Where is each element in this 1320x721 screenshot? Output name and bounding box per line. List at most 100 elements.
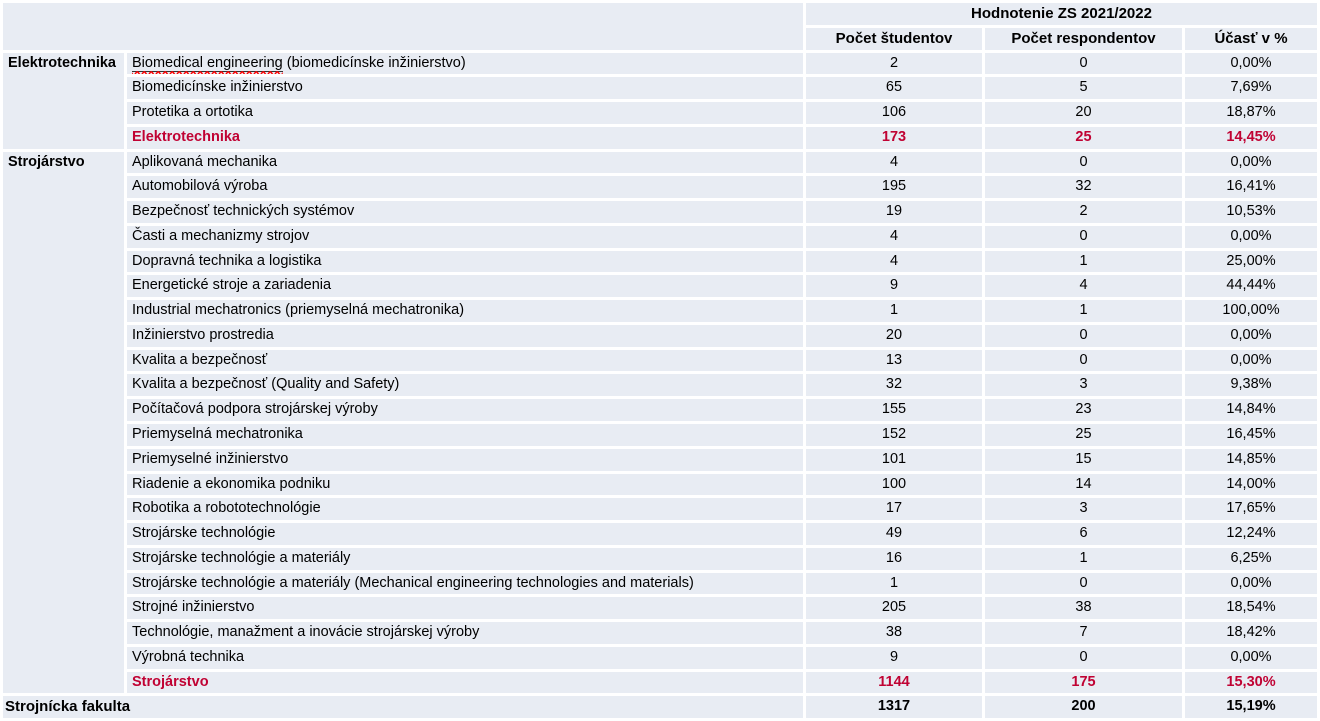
- program-label: Energetické stroje a zariadenia: [127, 275, 803, 298]
- students-value: 32: [806, 374, 982, 397]
- program-label: Priemyselná mechatronika: [127, 424, 803, 446]
- participation-value: 18,87%: [1185, 102, 1318, 124]
- students-value: 4: [806, 225, 982, 248]
- students-value: 9: [806, 646, 982, 669]
- program-label: Priemyselné inžinierstvo: [127, 448, 803, 471]
- participation-value: 0,00%: [1185, 572, 1318, 595]
- respondents-value: 7: [985, 622, 1182, 644]
- participation-total-value: 15,19%: [1185, 696, 1318, 719]
- participation-value: 0,00%: [1185, 151, 1318, 174]
- students-value: 16: [806, 547, 982, 570]
- students-value: 17: [806, 498, 982, 521]
- table-row: Výrobná technika 9 0 0,00%: [3, 646, 1318, 669]
- respondents-group-total-value: 175: [985, 671, 1182, 694]
- respondents-value: 0: [985, 349, 1182, 372]
- program-label: Inžinierstvo prostredia: [127, 324, 803, 347]
- table-row: Dopravná technika a logistika 4 1 25,00%: [3, 250, 1318, 273]
- program-label: Industrial mechatronics (priemyselná mec…: [127, 300, 803, 322]
- respondents-value: 25: [985, 424, 1182, 446]
- program-label: Strojárske technológie a materiály (Mech…: [127, 572, 803, 595]
- respondents-value: 1: [985, 547, 1182, 570]
- table-row: Priemyselná mechatronika 152 25 16,45%: [3, 424, 1318, 446]
- table-row: Časti a mechanizmy strojov 4 0 0,00%: [3, 225, 1318, 248]
- participation-value: 14,00%: [1185, 473, 1318, 496]
- header-row-title: Hodnotenie ZS 2021/2022: [3, 3, 1318, 50]
- respondents-value: 5: [985, 77, 1182, 100]
- participation-value: 16,41%: [1185, 176, 1318, 199]
- column-header-respondents: Počet respondentov: [985, 27, 1182, 50]
- respondents-value: 6: [985, 523, 1182, 545]
- participation-value: 9,38%: [1185, 374, 1318, 397]
- group-total-row: Elektrotechnika 173 25 14,45%: [3, 126, 1318, 149]
- respondents-total-value: 200: [985, 696, 1182, 719]
- students-value: 4: [806, 250, 982, 273]
- table-row: Strojné inžinierstvo 205 38 18,54%: [3, 597, 1318, 620]
- participation-value: 7,69%: [1185, 77, 1318, 100]
- table-row: Kvalita a bezpečnosť (Quality and Safety…: [3, 374, 1318, 397]
- table-row: Strojárske technológie a materiály 16 1 6,2…: [3, 547, 1318, 570]
- respondents-value: 32: [985, 176, 1182, 199]
- participation-value: 0,00%: [1185, 349, 1318, 372]
- respondents-value: 2: [985, 201, 1182, 223]
- program-label: Aplikovaná mechanika: [127, 151, 803, 174]
- table-row: Energetické stroje a zariadenia 9 4 44,44%: [3, 275, 1318, 298]
- students-value: 205: [806, 597, 982, 620]
- table-row: Biomedicínske inžinierstvo 65 5 7,69%: [3, 77, 1318, 100]
- participation-group-total-value: 15,30%: [1185, 671, 1318, 694]
- program-label: Biomedical engineering (biomedicínske in…: [127, 52, 803, 75]
- respondents-group-total-value: 25: [985, 126, 1182, 149]
- respondents-value: 1: [985, 300, 1182, 322]
- respondents-value: 3: [985, 498, 1182, 521]
- table-row: Automobilová výroba 195 32 16,41%: [3, 176, 1318, 199]
- respondents-value: 15: [985, 448, 1182, 471]
- respondents-value: 0: [985, 52, 1182, 75]
- students-value: 49: [806, 523, 982, 545]
- respondents-value: 1: [985, 250, 1182, 273]
- students-group-total-value: 1144: [806, 671, 982, 694]
- group-total-row: Strojárstvo 1144 175 15,30%: [3, 671, 1318, 694]
- program-label-rest: (biomedicínske inžinierstvo): [282, 54, 466, 71]
- table-row: Elektrotechnika Biomedical engineering (b…: [3, 52, 1318, 149]
- participation-value: 18,42%: [1185, 622, 1318, 644]
- program-label: Automobilová výroba: [127, 176, 803, 199]
- participation-group-total-value: 14,45%: [1185, 126, 1318, 149]
- program-label: Protetika a ortotika: [127, 102, 803, 124]
- column-header-participation: Účasť v %: [1185, 27, 1318, 50]
- program-label: Technológie, manažment a inovácie strojá…: [127, 622, 803, 644]
- underlined-text: Biomedical engineering: [132, 54, 283, 72]
- table-title: Hodnotenie ZS 2021/2022: [806, 3, 1318, 25]
- table-header: Hodnotenie ZS 2021/2022 Počet študentov …: [3, 3, 1318, 50]
- program-label: Biomedicínske inžinierstvo: [127, 77, 803, 100]
- spellcheck-underline-text: Biomedical engineering: [132, 54, 283, 71]
- table-row: Kvalita a bezpečnosť 13 0 0,00%: [3, 349, 1318, 372]
- program-label: Kvalita a bezpečnosť: [127, 349, 803, 372]
- program-label: Počítačová podpora strojárskej výroby: [127, 399, 803, 422]
- students-value: 1: [806, 300, 982, 322]
- students-total-value: 1317: [806, 696, 982, 719]
- participation-value: 16,45%: [1185, 424, 1318, 446]
- program-label: Kvalita a bezpečnosť (Quality and Safety…: [127, 374, 803, 397]
- students-value: 1: [806, 572, 982, 595]
- students-value: 152: [806, 424, 982, 446]
- students-value: 13: [806, 349, 982, 372]
- table-row: Strojárske technológie 49 6 12,24%: [3, 523, 1318, 545]
- participation-value: 17,65%: [1185, 498, 1318, 521]
- students-value: 65: [806, 77, 982, 100]
- respondents-value: 0: [985, 225, 1182, 248]
- table-row: Protetika a ortotika 106 20 18,87%: [3, 102, 1318, 124]
- table-row: Priemyselné inžinierstvo 101 15 14,85%: [3, 448, 1318, 471]
- participation-value: 0,00%: [1185, 225, 1318, 248]
- participation-value: 0,00%: [1185, 324, 1318, 347]
- respondents-value: 4: [985, 275, 1182, 298]
- header-corner-cell: [3, 3, 803, 50]
- participation-value: 0,00%: [1185, 52, 1318, 75]
- group-label: Elektrotechnika: [3, 52, 124, 149]
- header-row-columns: Počet študentov Počet respondentov Účasť…: [3, 27, 1318, 50]
- table-row: Počítačová podpora strojárskej výroby 155…: [3, 399, 1318, 422]
- respondents-value: 0: [985, 151, 1182, 174]
- program-label: Robotika a robototechnológie: [127, 498, 803, 521]
- program-label: Dopravná technika a logistika: [127, 250, 803, 273]
- participation-value: 6,25%: [1185, 547, 1318, 570]
- table-row: Bezpečnosť technických systémov 19 2 10,53%: [3, 201, 1318, 223]
